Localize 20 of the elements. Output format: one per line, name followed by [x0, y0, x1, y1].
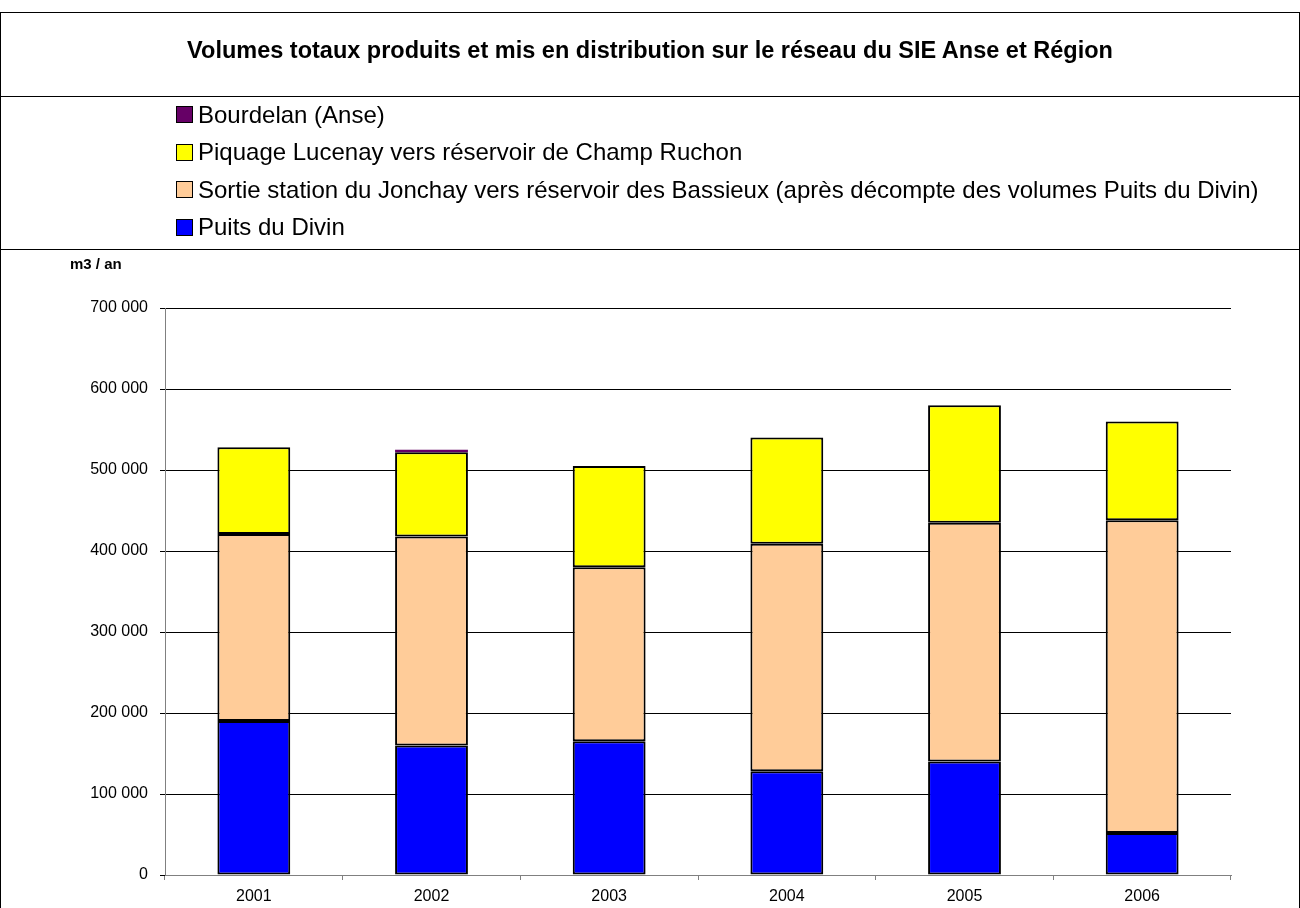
y-tick-label: 100 000: [90, 784, 149, 802]
y-tick-label: 700 000: [90, 298, 149, 316]
legend-label: Sortie station du Jonchay vers réservoir des Bassieux (après décompte des volumes Puits du Divin): [198, 175, 1259, 204]
x-tick-label: 2001: [236, 887, 272, 905]
y-tick-label: 0: [139, 865, 149, 883]
y-tick-label: 500 000: [90, 460, 149, 478]
legend-label: Piquage Lucenay vers réservoir de Champ Ruchon: [198, 138, 743, 167]
x-tick-label: 2005: [946, 887, 983, 905]
x-tick-label: 2006: [1124, 887, 1161, 905]
y-axis-title: m3 / an: [70, 255, 122, 273]
x-tick-label: 2003: [591, 887, 628, 905]
legend-label: Puits du Divin: [198, 213, 345, 242]
legend-label: Bourdelan (Anse): [198, 100, 385, 129]
chart-title: Volumes totaux produits et mis en distribution sur le réseau du SIE Anse et Région: [187, 37, 1113, 64]
x-tick-label: 2002: [413, 887, 450, 905]
y-tick-label: 200 000: [90, 703, 149, 721]
y-tick-label: 400 000: [90, 541, 149, 559]
y-tick-label: 600 000: [90, 379, 149, 397]
y-tick-label: 300 000: [90, 622, 149, 640]
x-tick-label: 2004: [769, 887, 805, 905]
